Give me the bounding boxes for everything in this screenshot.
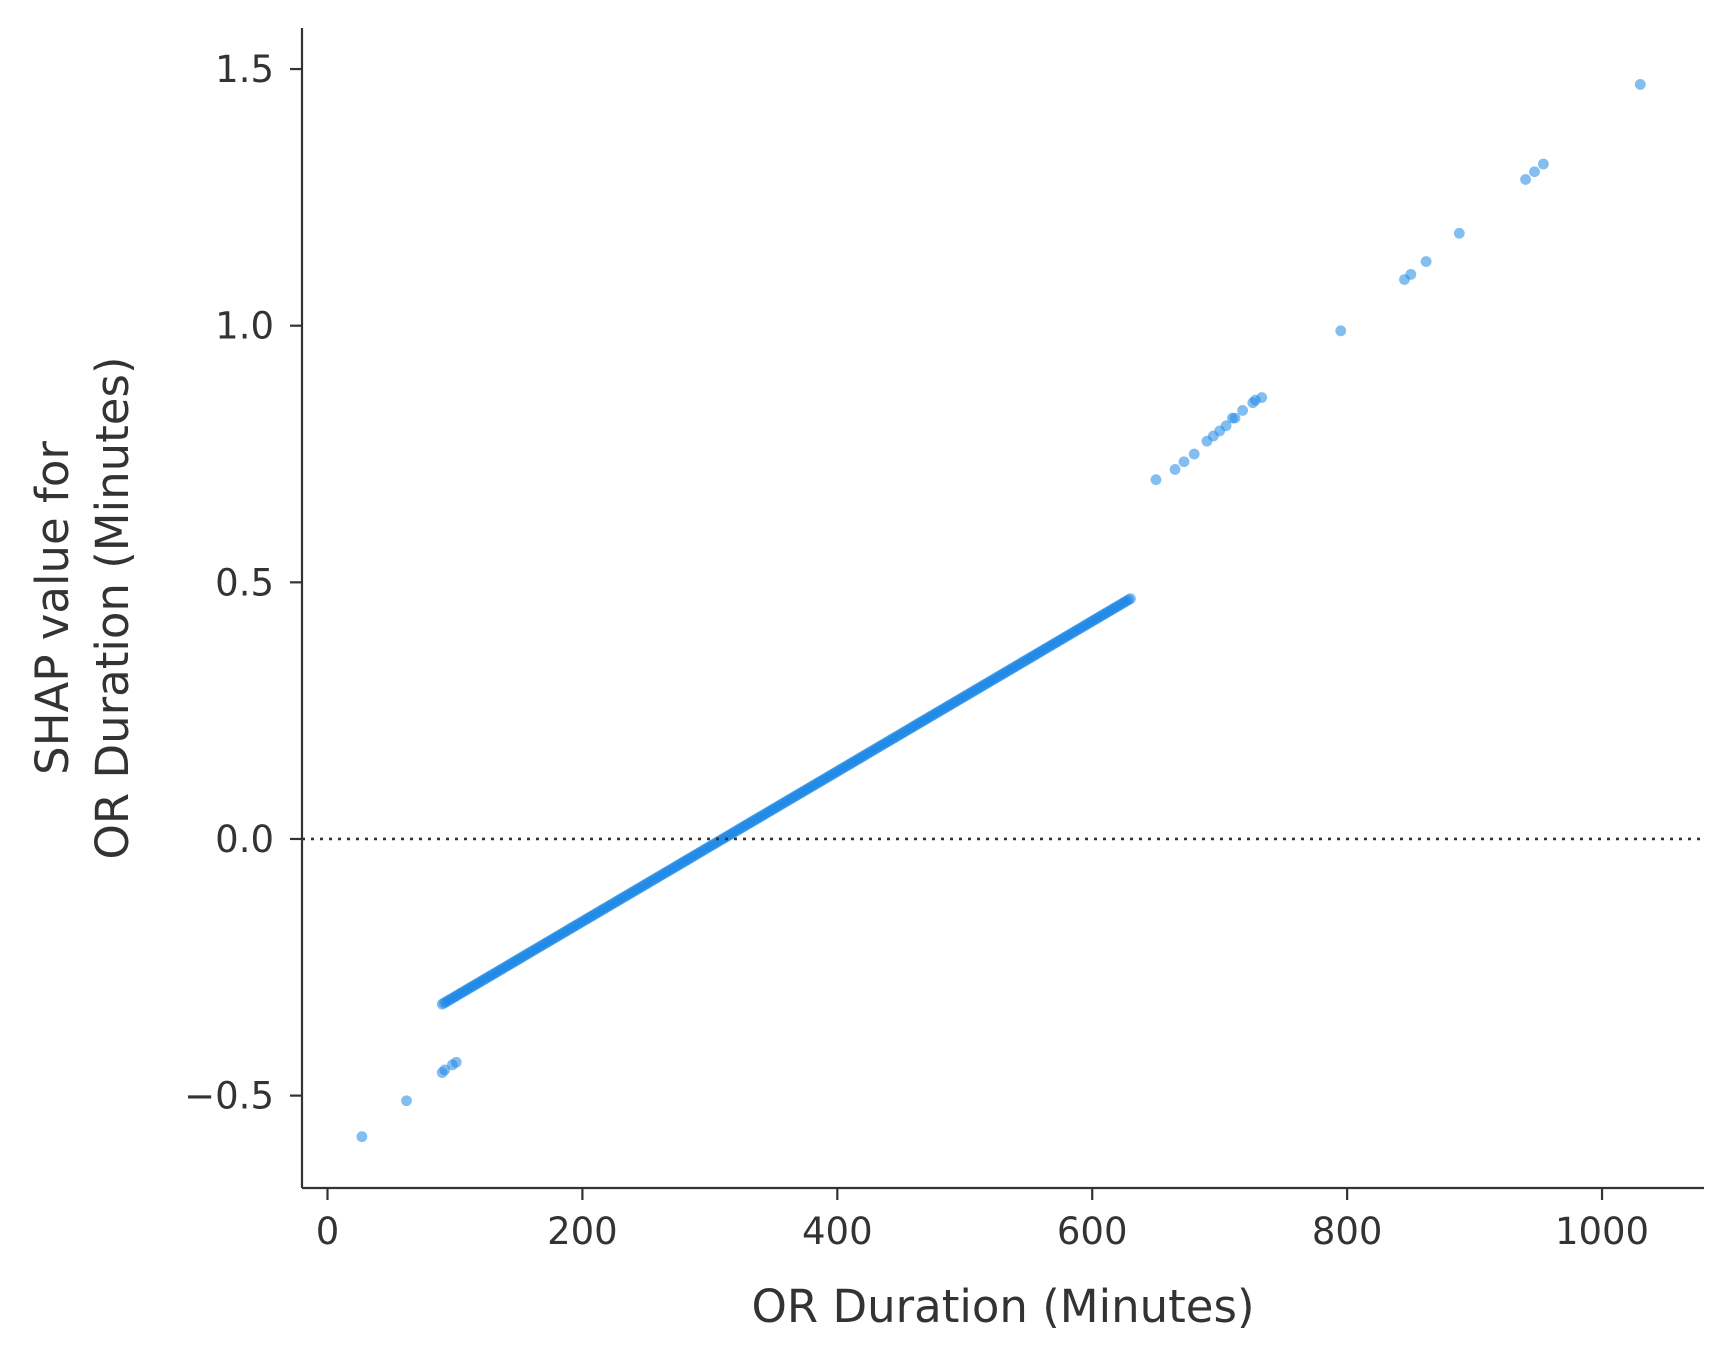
- scatter-points: [356, 79, 1646, 1143]
- y-axis-title-line-2: OR Duration (Minutes): [86, 357, 139, 860]
- y-axis-ticks: −0.5 0.0 0.5 1.0 1.5: [184, 48, 302, 1118]
- scatter-point: [439, 1064, 451, 1076]
- y-tick-label: 1.5: [215, 48, 274, 91]
- y-tick-label: 0.0: [215, 818, 274, 861]
- x-tick-label: 1000: [1555, 1210, 1649, 1253]
- scatter-point: [1520, 174, 1531, 185]
- scatter-point: [356, 1131, 368, 1143]
- y-axis-title-line-1: SHAP value for: [26, 441, 79, 775]
- scatter-point: [1256, 392, 1268, 403]
- scatter-point: [1529, 166, 1540, 178]
- scatter-point: [1335, 325, 1347, 337]
- x-tick-label: 400: [802, 1210, 873, 1253]
- x-tick-label: 200: [547, 1210, 618, 1253]
- scatter-point: [401, 1095, 412, 1107]
- scatter-point: [1634, 79, 1646, 90]
- scatter-point: [450, 1056, 462, 1068]
- scatter-point: [1420, 256, 1432, 267]
- y-tick-label: 0.5: [215, 561, 274, 604]
- y-tick-label: 1.0: [215, 305, 274, 348]
- x-tick-label: 600: [1057, 1210, 1128, 1253]
- scatter-point: [1169, 464, 1181, 475]
- x-tick-label: 0: [316, 1210, 340, 1253]
- scatter-point: [1125, 593, 1136, 605]
- x-axis-ticks: 0 200 400 600 800 1000: [316, 1188, 1649, 1253]
- scatter-point: [1453, 227, 1465, 239]
- scatter-point: [1178, 456, 1190, 468]
- scatter-point: [1237, 404, 1249, 416]
- scatter-point: [1538, 158, 1549, 170]
- scatter-point: [1229, 412, 1241, 424]
- scatter-point: [1405, 268, 1417, 280]
- x-tick-label: 800: [1312, 1210, 1383, 1253]
- scatter-point: [1188, 448, 1200, 460]
- scatter-point: [1150, 474, 1162, 486]
- y-tick-label: −0.5: [184, 1075, 274, 1118]
- x-axis-title: OR Duration (Minutes): [752, 1280, 1255, 1333]
- scatter-point: [1220, 420, 1232, 432]
